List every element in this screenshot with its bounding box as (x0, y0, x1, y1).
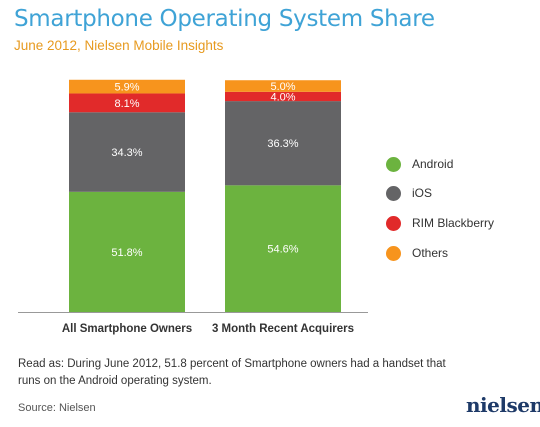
legend-item-ios: iOS (386, 184, 432, 202)
data-label-others-1: 5.9% (114, 82, 139, 94)
legend-label-android: Android (412, 157, 454, 171)
legend-dot-rim-blackberry (386, 215, 401, 231)
bar-segment-others-2 (225, 80, 341, 92)
legend-item-android: Android (386, 155, 453, 173)
legend-label-ios: iOS (412, 186, 433, 200)
data-label-others-2: 5.0% (270, 81, 295, 93)
read-as-note: Read as: During June 2012, 51.8 percent … (18, 358, 446, 387)
source-text: Source: Nielsen (18, 402, 96, 414)
data-label-rim-blackberry-1: 8.1% (114, 98, 139, 110)
bar-segment-ios-1 (69, 112, 185, 192)
data-label-rim-blackberry-2: 4.0% (270, 91, 295, 103)
x-tick-label-2: 3 Month Recent Acquirers (212, 323, 354, 335)
data-label-ios-2: 36.3% (267, 138, 298, 150)
data-label-android-1: 51.8% (111, 247, 142, 259)
bar-segment-rim-blackberry-2 (225, 91, 341, 102)
legend-item-others: Others (386, 244, 448, 262)
legend-label-others: Others (412, 246, 449, 260)
legend-dot-ios (386, 185, 401, 201)
bar-segment-others-1 (69, 79, 185, 94)
chart-subtitle: June 2012, Nielsen Mobile Insights (14, 38, 224, 53)
data-label-ios-1: 34.3% (111, 147, 142, 159)
nielsen-logo: nielsen (466, 393, 540, 417)
data-label-android-2: 54.6% (267, 244, 298, 256)
x-tick-label-1: All Smartphone Owners (62, 323, 192, 335)
chart-title: Smartphone Operating System Share (14, 6, 435, 32)
bar-segment-android-1 (69, 191, 185, 312)
bar-segment-android-2 (225, 185, 341, 312)
legend-dot-others (386, 245, 401, 261)
bar-segment-ios-2 (225, 101, 341, 186)
bar-segment-rim-blackberry-1 (69, 93, 185, 113)
legend-label-rim-blackberry: RIM Blackberry (412, 216, 495, 230)
legend-item-rim-blackberry: RIM Blackberry (386, 214, 494, 232)
legend-dot-android (386, 156, 401, 172)
